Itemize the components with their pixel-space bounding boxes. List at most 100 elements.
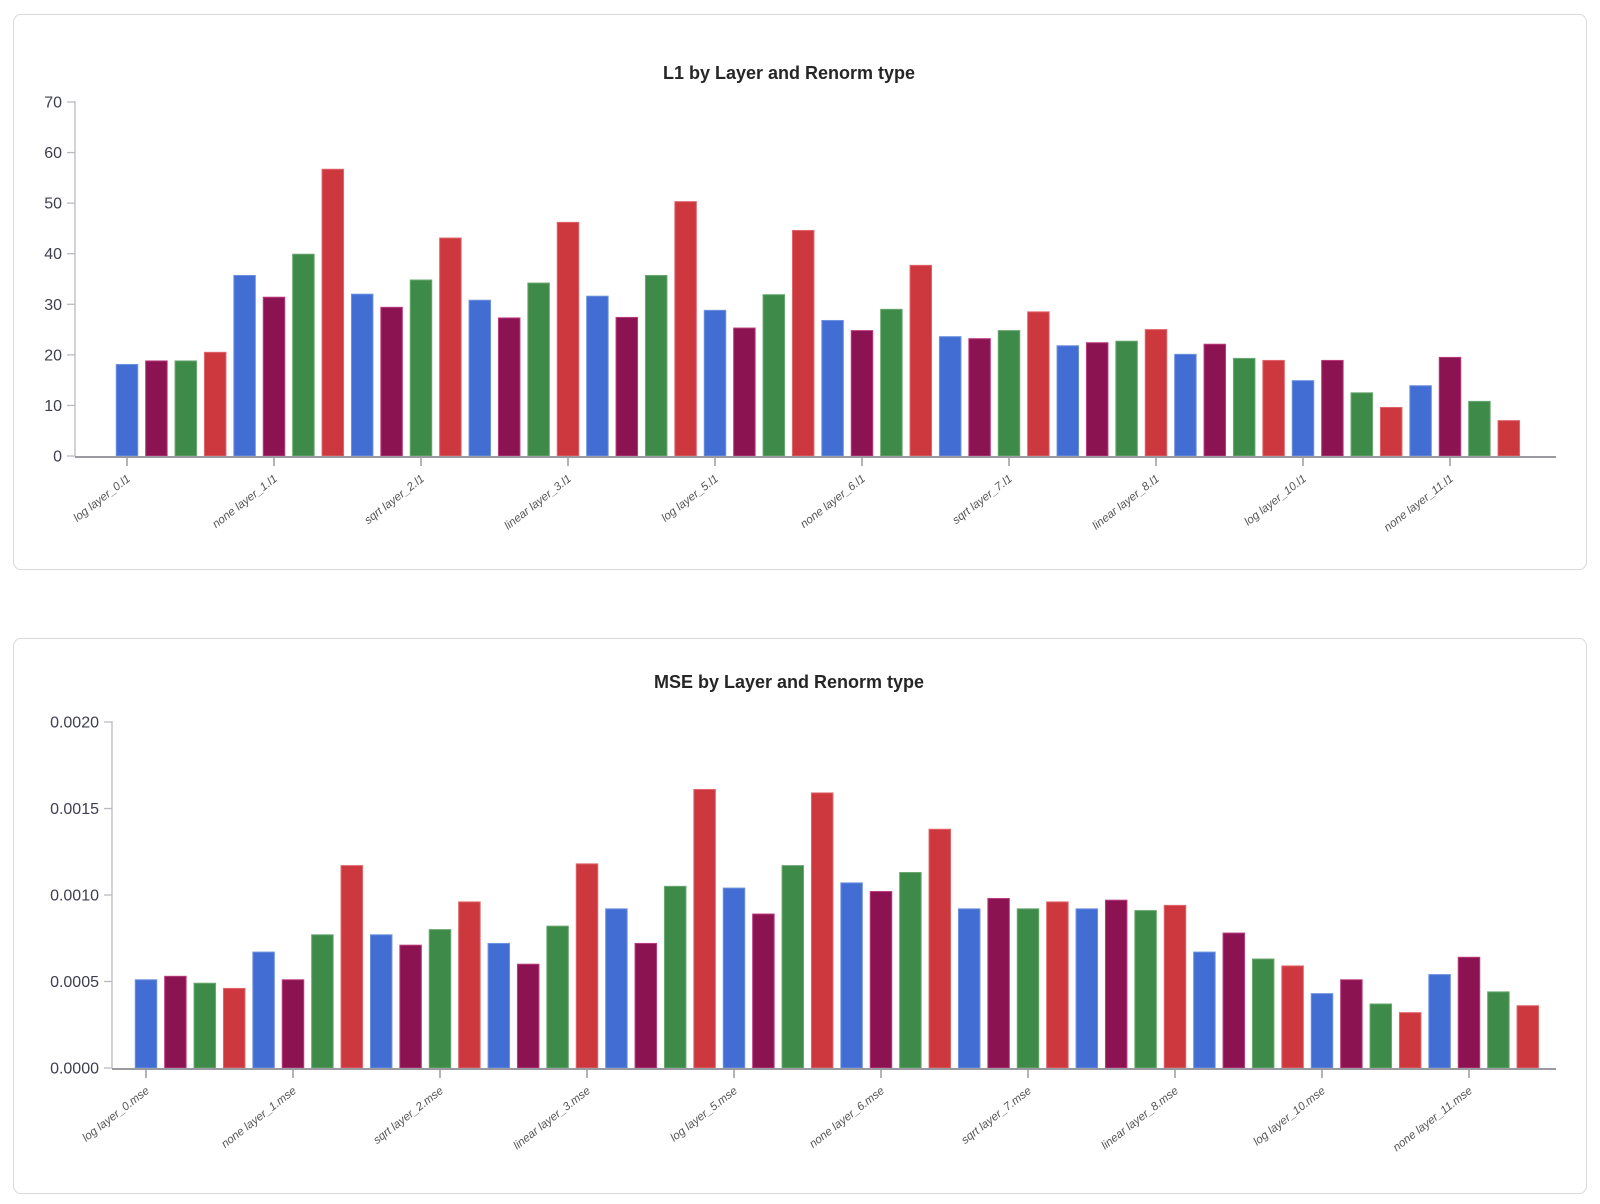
bar-linear-group9 [1281, 965, 1304, 1069]
mse-chart-card: MSE by Layer and Renorm type 0.0000 0.000… [13, 638, 1587, 1194]
bar-none-group2 [399, 944, 422, 1069]
bar-sqrt-group2 [409, 279, 433, 457]
x-tick-label: none layer_1.l1 [210, 473, 279, 531]
bar-linear-group6 [928, 828, 952, 1069]
bar-linear-group11 [1516, 1005, 1540, 1069]
bar-log-group11 [1428, 974, 1451, 1069]
bar-log-group1 [233, 274, 256, 457]
bar-none-group10 [1321, 359, 1344, 457]
bar-sqrt-group0 [174, 360, 198, 457]
y-tick-label: 70 [44, 95, 62, 112]
bar-none-group3 [497, 317, 521, 457]
bar-sqrt-group0 [193, 982, 217, 1069]
bar-linear-group0 [222, 987, 246, 1069]
mse-plot-area: 0.0000 0.0005 0.0010 0.0015 0.0020 log layer_… [50, 715, 1556, 1154]
bar-linear-group7 [1046, 901, 1069, 1069]
bar-log-group10 [1310, 993, 1334, 1069]
bar-none-group1 [281, 979, 305, 1069]
bar-sqrt-group7 [997, 330, 1021, 457]
bar-none-group6 [869, 891, 893, 1069]
y-tick-label: 0.0000 [50, 1061, 99, 1078]
x-tick-label: none layer_11.l1 [1382, 473, 1456, 534]
bar-log-group5 [722, 887, 746, 1069]
bar-none-group1 [262, 296, 286, 457]
bar-log-group11 [1409, 385, 1432, 457]
y-tick-label: 0.0015 [50, 801, 99, 818]
x-tick-label: linear layer_8.mse [1099, 1085, 1180, 1152]
bar-linear-group7 [1027, 311, 1050, 457]
bar-none-group11 [1438, 356, 1462, 457]
x-tick-label: log layer_5.mse [668, 1085, 739, 1144]
bar-none-group7 [987, 897, 1010, 1069]
bar-log-group6 [821, 319, 844, 457]
x-tick-label: linear layer_3.l1 [502, 473, 573, 532]
bar-linear-group10 [1379, 406, 1403, 457]
bar-sqrt-group11 [1468, 400, 1491, 457]
bar-sqrt-group9 [1251, 958, 1275, 1069]
bar-sqrt-group4 [644, 274, 668, 457]
y-tick-label: 50 [44, 196, 62, 213]
bar-log-group3 [487, 942, 511, 1069]
bar-sqrt-group2 [428, 929, 452, 1069]
mse-chart-title: MSE by Layer and Renorm type [654, 672, 924, 692]
bar-log-group0 [134, 979, 158, 1069]
bar-linear-group2 [458, 901, 481, 1069]
bar-log-group6 [840, 882, 863, 1069]
l1-plot-area: 0 10 20 30 40 50 60 70 log layer_0.l1 none layer_… [44, 95, 1556, 534]
bar-sqrt-group5 [762, 294, 786, 457]
bar-none-group5 [733, 327, 756, 457]
bar-none-group9 [1222, 932, 1246, 1069]
bar-linear-group9 [1262, 359, 1285, 457]
bar-log-group3 [468, 299, 492, 457]
bar-none-group0 [164, 975, 187, 1069]
bar-log-group9 [1174, 353, 1197, 457]
bar-none-group9 [1203, 343, 1227, 457]
bar-sqrt-group3 [527, 282, 550, 457]
bar-sqrt-group8 [1115, 340, 1138, 457]
y-tick-label: 0.0010 [50, 888, 99, 905]
bar-linear-group1 [321, 168, 345, 457]
x-tick-label: sqrt layer_7.l1 [951, 473, 1015, 527]
bar-sqrt-group10 [1350, 392, 1374, 457]
bar-log-group0 [115, 363, 139, 457]
y-tick-label: 30 [44, 297, 62, 314]
x-tick-label: log layer_0.l1 [72, 473, 133, 525]
bar-linear-group11 [1497, 420, 1521, 457]
bar-sqrt-group10 [1369, 1003, 1393, 1069]
bar-linear-group4 [693, 788, 716, 1069]
bar-linear-group4 [674, 201, 697, 457]
bar-none-group8 [1085, 342, 1109, 457]
bar-none-group5 [752, 913, 775, 1069]
bar-sqrt-group4 [663, 885, 687, 1069]
bar-sqrt-group7 [1016, 908, 1040, 1069]
bar-log-group4 [605, 908, 628, 1069]
x-tick-label: log layer_0.mse [80, 1085, 151, 1144]
l1-chart-card: L1 by Layer and Renorm type 0 10 20 30 40 50 6… [13, 14, 1587, 570]
x-tick-label: linear layer_8.l1 [1090, 473, 1161, 532]
bar-log-group1 [252, 951, 275, 1069]
bar-sqrt-group1 [311, 934, 334, 1069]
x-tick-label: none layer_6.mse [807, 1085, 886, 1151]
bar-none-group2 [380, 306, 403, 457]
bar-linear-group3 [556, 221, 580, 457]
bar-none-group4 [615, 316, 639, 457]
bar-linear-group3 [575, 863, 599, 1069]
bar-none-group10 [1340, 979, 1363, 1069]
bar-linear-group10 [1398, 1012, 1422, 1069]
bar-none-group0 [145, 360, 168, 457]
x-tick-label: log layer_10.mse [1251, 1085, 1327, 1148]
bar-linear-group8 [1163, 904, 1187, 1069]
bar-linear-group5 [810, 792, 834, 1069]
l1-chart-canvas: L1 by Layer and Renorm type 0 10 20 30 40 50 6… [44, 63, 1556, 534]
y-tick-label: 10 [44, 398, 62, 415]
bar-none-group7 [968, 338, 991, 457]
x-tick-label: none layer_11.mse [1391, 1085, 1475, 1154]
y-tick-label: 40 [44, 246, 62, 263]
x-tick-label: sqrt layer_2.mse [371, 1085, 445, 1147]
bar-linear-group1 [340, 865, 364, 1069]
bar-log-group10 [1291, 380, 1315, 457]
l1-chart-title: L1 by Layer and Renorm type [663, 63, 915, 83]
bar-linear-group0 [203, 351, 227, 457]
x-tick-label: sqrt layer_7.mse [959, 1085, 1033, 1147]
x-tick-label: sqrt layer_2.l1 [363, 473, 427, 527]
